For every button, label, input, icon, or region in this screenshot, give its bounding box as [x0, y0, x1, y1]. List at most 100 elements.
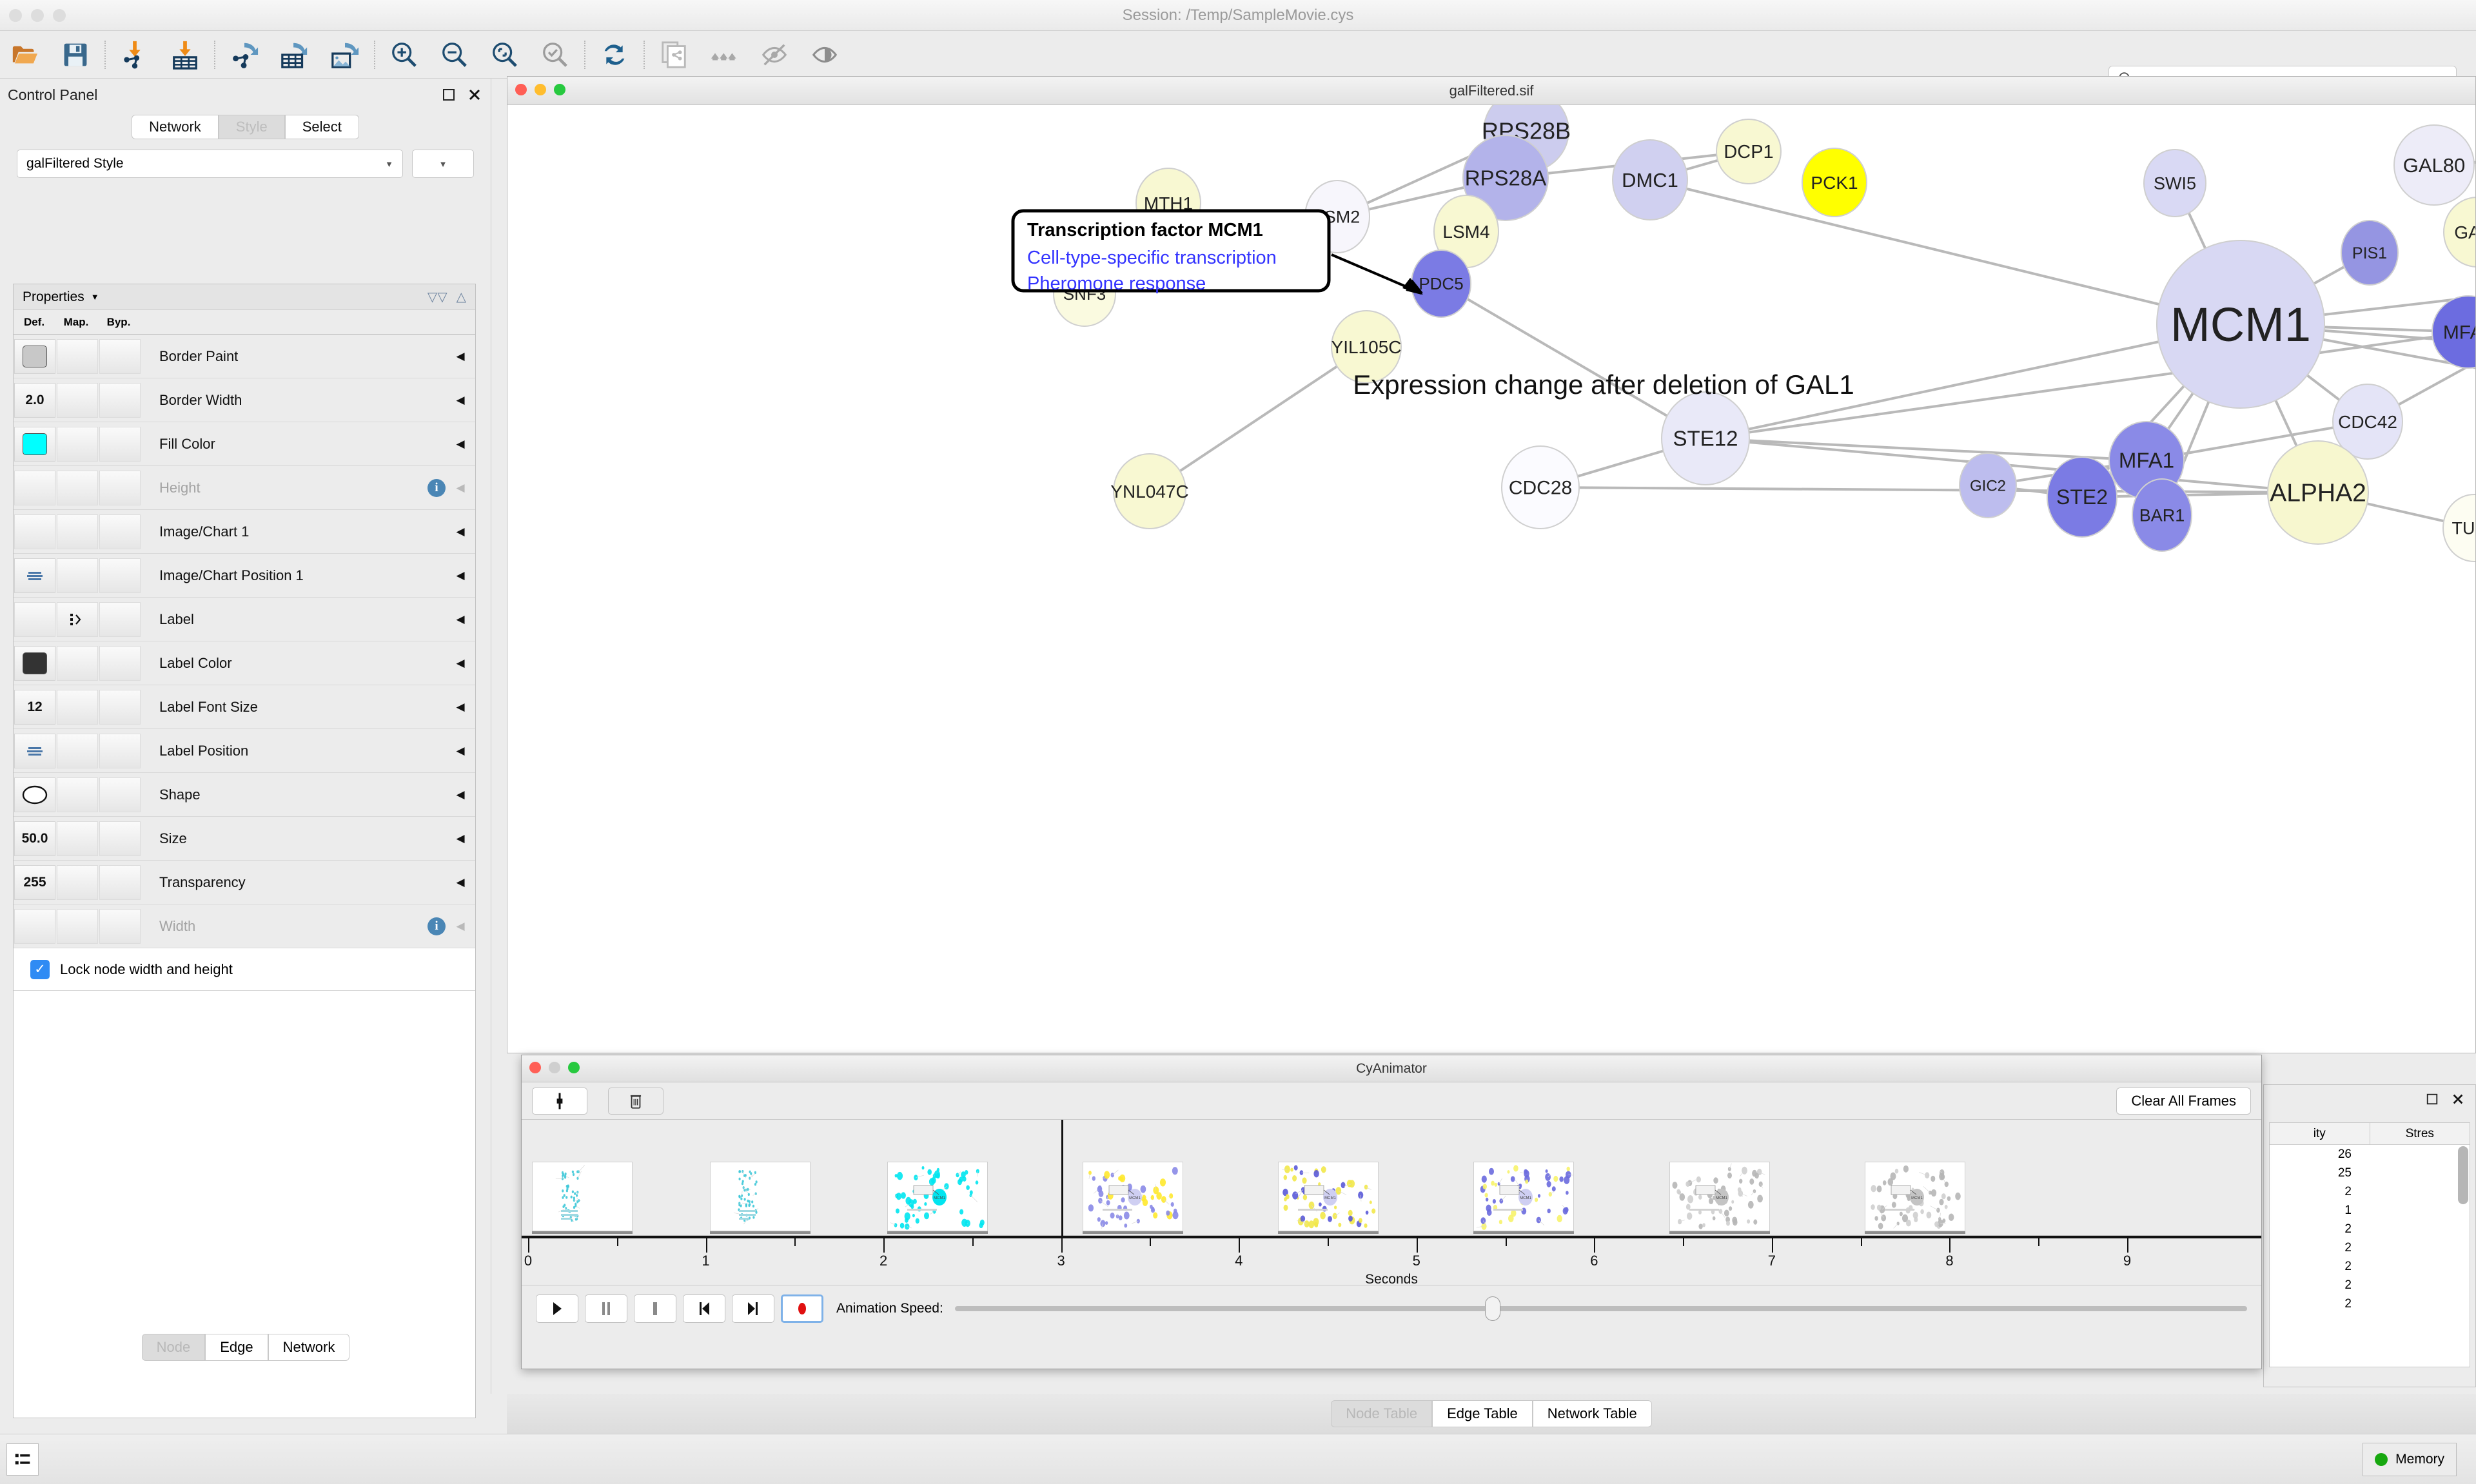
property-mapping-cell[interactable] [57, 908, 98, 944]
node-ellipse[interactable] [1959, 453, 2017, 518]
expand-arrow-icon[interactable]: ◀ [456, 744, 465, 757]
playhead[interactable] [1061, 1120, 1063, 1236]
layout-icon[interactable] [699, 35, 749, 75]
export-table-icon[interactable] [270, 35, 320, 75]
animation-frame-thumbnail[interactable]: MCM1 [1669, 1162, 1770, 1231]
export-network-icon[interactable] [219, 35, 270, 75]
color-swatch[interactable] [23, 652, 47, 674]
node-ellipse[interactable] [2143, 149, 2206, 217]
property-default-cell[interactable] [14, 908, 55, 944]
node-ellipse[interactable] [2156, 240, 2325, 409]
tab-select[interactable]: Select [284, 115, 359, 139]
property-mapping-cell[interactable] [57, 382, 98, 418]
graph-node[interactable]: MCM1 [2156, 240, 2325, 409]
graph-node[interactable]: STE2 [2047, 456, 2117, 538]
cyanimator-maximize-dot[interactable] [568, 1062, 580, 1073]
animation-frame-thumbnail[interactable]: MCM1 [1864, 1162, 1965, 1231]
clear-all-frames-button[interactable]: Clear All Frames [2116, 1087, 2251, 1115]
maximize-icon[interactable] [2424, 1091, 2441, 1108]
graph-node[interactable]: GIC2 [1959, 453, 2017, 518]
property-bypass-cell[interactable] [99, 514, 141, 549]
record-button[interactable] [781, 1294, 823, 1323]
color-swatch[interactable] [23, 345, 47, 367]
property-default-cell[interactable] [14, 777, 55, 812]
node-ellipse[interactable] [2132, 478, 2192, 552]
chevron-down-icon[interactable]: ▼ [90, 292, 99, 302]
cyanimator-close-dot[interactable] [529, 1062, 541, 1073]
last-frame-button[interactable] [732, 1294, 774, 1323]
annotation-callout[interactable]: Transcription factor MCM1 Cell-type-speci… [1011, 209, 1423, 295]
export-image-icon[interactable] [320, 35, 370, 75]
add-frame-icon[interactable] [532, 1087, 587, 1115]
property-default-cell[interactable] [14, 470, 55, 505]
property-mapping-cell[interactable] [57, 864, 98, 900]
graph-node[interactable]: TUB1 [2442, 494, 2475, 562]
network-close-dot[interactable] [515, 84, 527, 95]
table-scrollbar-thumb[interactable] [2458, 1146, 2468, 1204]
property-row[interactable]: Label Color ◀ [14, 641, 475, 685]
show-all-icon[interactable] [800, 35, 850, 75]
graph-node[interactable]: BAR1 [2132, 478, 2192, 552]
property-mapping-cell[interactable] [57, 558, 98, 593]
property-bypass-cell[interactable] [99, 864, 141, 900]
table-row[interactable]: 2 [2270, 1257, 2470, 1276]
table-row[interactable]: 2 [2270, 1220, 2470, 1238]
property-bypass-cell[interactable] [99, 777, 141, 812]
color-swatch[interactable] [23, 433, 47, 455]
expand-arrow-icon[interactable]: ◀ [456, 349, 465, 362]
graph-edge[interactable] [1440, 282, 1707, 440]
tab-network-table[interactable]: Network Table [1532, 1400, 1652, 1427]
close-icon[interactable] [466, 86, 483, 103]
hide-selected-icon[interactable] [749, 35, 800, 75]
property-default-cell[interactable] [14, 601, 55, 637]
graph-node[interactable]: CDC42 [2332, 384, 2403, 460]
minimize-window-dot[interactable] [31, 9, 44, 22]
play-button[interactable] [536, 1294, 578, 1323]
slider-track[interactable] [954, 1305, 2247, 1311]
expand-arrow-icon[interactable]: ◀ [456, 832, 465, 845]
property-mapping-cell[interactable] [57, 821, 98, 856]
node-ellipse[interactable] [2332, 384, 2403, 460]
property-bypass-cell[interactable] [99, 821, 141, 856]
style-options-menu-button[interactable]: ▼ [412, 150, 474, 178]
node-ellipse[interactable] [1612, 139, 1688, 220]
property-mapping-cell[interactable] [57, 645, 98, 681]
graph-node[interactable]: STE12 [1661, 391, 1750, 485]
animation-frame-thumbnail[interactable]: MCM1 [887, 1162, 988, 1231]
graph-edge[interactable] [1705, 437, 2147, 462]
import-table-icon[interactable] [160, 35, 210, 75]
node-ellipse[interactable] [2267, 440, 2369, 545]
close-icon[interactable] [2450, 1091, 2466, 1108]
property-row[interactable]: 12 Label Font Size ◀ [14, 685, 475, 729]
table-row[interactable]: 25 [2270, 1164, 2470, 1182]
open-session-icon[interactable] [0, 35, 50, 75]
tab-style[interactable]: Style [218, 115, 285, 139]
tab-node-table[interactable]: Node Table [1331, 1400, 1433, 1427]
slider-thumb[interactable] [1484, 1296, 1500, 1321]
network-maximize-dot[interactable] [554, 84, 565, 95]
task-list-icon[interactable] [6, 1443, 39, 1476]
trash-icon[interactable] [608, 1087, 663, 1115]
info-icon[interactable]: i [427, 917, 446, 935]
lock-node-size-row[interactable]: ✓ Lock node width and height [14, 948, 475, 991]
node-ellipse[interactable] [2443, 197, 2475, 268]
save-session-icon[interactable] [50, 35, 101, 75]
expand-arrow-icon[interactable]: ◀ [456, 656, 465, 669]
tab-network[interactable]: Network [132, 115, 219, 139]
property-row[interactable]: 50.0 Size ◀ [14, 817, 475, 861]
expand-arrow-icon[interactable]: ◀ [456, 393, 465, 406]
expand-arrow-icon[interactable]: ◀ [456, 875, 465, 888]
animation-frame-thumbnail[interactable]: MCM1 [1083, 1162, 1184, 1231]
node-ellipse[interactable] [1716, 119, 1782, 184]
cyanimator-minimize-dot[interactable] [549, 1062, 560, 1073]
property-default-cell[interactable] [14, 645, 55, 681]
column-header-ity[interactable]: ity [2313, 1127, 2326, 1140]
node-ellipse[interactable] [1661, 391, 1750, 485]
node-ellipse[interactable] [1113, 453, 1186, 529]
node-ellipse[interactable] [1501, 445, 1580, 529]
property-row[interactable]: Fill Color ◀ [14, 422, 475, 466]
chevron-double-down-icon[interactable]: ▽▽ [427, 290, 447, 304]
node-ellipse[interactable] [2393, 124, 2475, 206]
zoom-in-icon[interactable] [379, 35, 429, 75]
node-ellipse[interactable] [1331, 310, 1402, 384]
